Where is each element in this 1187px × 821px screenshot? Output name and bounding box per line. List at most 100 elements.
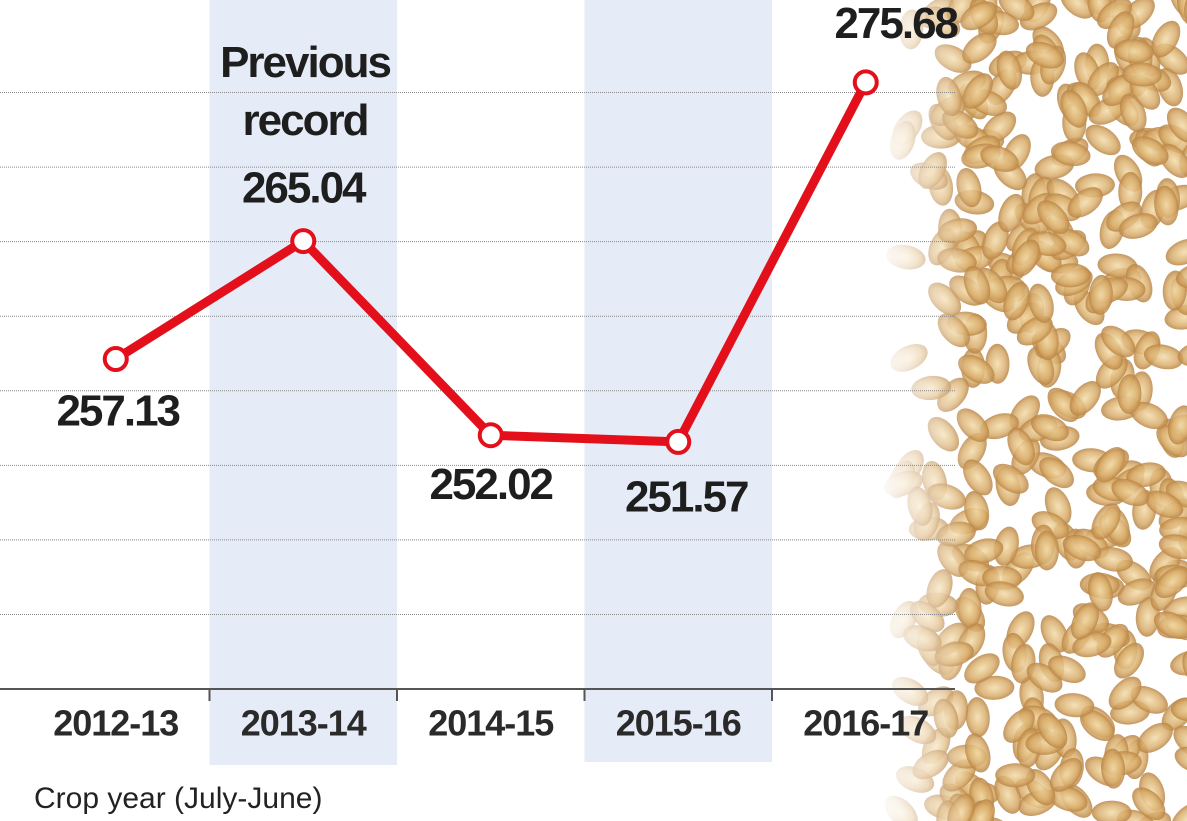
grain: [1047, 387, 1080, 423]
data-point: [852, 69, 879, 96]
grain: [1170, 650, 1187, 676]
grain: [963, 459, 993, 496]
grain: [1151, 20, 1181, 58]
grain: [1153, 611, 1187, 639]
grain: [1085, 124, 1121, 156]
data-point: [665, 428, 692, 455]
grain: [1164, 304, 1187, 330]
grain: [1168, 405, 1187, 445]
grain: [1030, 414, 1069, 442]
x-tick-label: 2016-17: [803, 703, 928, 744]
grain: [992, 463, 1029, 494]
grain: [996, 50, 1023, 90]
grain: [1070, 602, 1100, 640]
grain: [1060, 89, 1088, 128]
grain: [1175, 263, 1187, 289]
grain: [1091, 800, 1132, 821]
grain: [964, 538, 1004, 564]
grain: [1154, 566, 1187, 599]
grain: [1050, 141, 1091, 167]
grain: [1060, 0, 1095, 19]
grain: [1137, 722, 1173, 753]
x-tick-label: 2014-15: [428, 703, 554, 744]
grain: [1011, 239, 1040, 277]
x-tick-label: 2012-13: [53, 703, 178, 744]
grain: [1177, 0, 1187, 27]
grain: [982, 221, 1009, 260]
grain: [964, 490, 990, 531]
wheat-image: [880, 0, 1187, 821]
grain: [995, 763, 1036, 788]
grain: [1166, 107, 1187, 143]
grain: [1132, 787, 1166, 821]
highlight-band: [584, 0, 772, 762]
grain: [1034, 530, 1059, 571]
value-label: 265.04: [242, 164, 367, 213]
grain: [1158, 534, 1187, 560]
grain: [1118, 213, 1158, 239]
grain: [998, 0, 1035, 21]
grain: [1050, 263, 1091, 288]
grain: [1114, 642, 1144, 679]
grain: [984, 581, 1024, 607]
grain: [1117, 374, 1142, 415]
grain: [1145, 490, 1184, 519]
grain: [993, 526, 1019, 566]
grain: [1079, 709, 1115, 742]
grain: [1007, 427, 1035, 466]
grain: [1054, 693, 1095, 718]
grain: [1087, 572, 1113, 612]
grain: [1111, 478, 1150, 507]
value-label: 257.13: [56, 387, 179, 436]
grain: [1118, 171, 1143, 212]
x-axis-title: Crop year (July-June): [34, 782, 322, 815]
grain: [1062, 534, 1102, 562]
grain: [1100, 325, 1136, 358]
grain: [1101, 748, 1126, 789]
grain: [1037, 200, 1070, 235]
grain: [1049, 758, 1083, 792]
grain: [963, 265, 991, 305]
grain: [1165, 238, 1187, 266]
grain: [1048, 785, 1088, 812]
x-tick-label: 2015-16: [616, 703, 741, 744]
grain: [1016, 315, 1053, 346]
data-point: [290, 228, 317, 255]
highlight-band: [209, 0, 397, 765]
value-label: 275.68: [834, 0, 958, 48]
grain: [1130, 685, 1168, 714]
grain: [962, 73, 993, 109]
fade: [880, 0, 970, 821]
grain: [1113, 39, 1154, 64]
grain: [964, 733, 991, 773]
data-point: [102, 346, 129, 373]
annotation: Previous record: [220, 38, 392, 145]
grain: [1126, 462, 1166, 488]
data-point: [477, 422, 504, 449]
grain: [980, 145, 1019, 172]
grain: [1170, 803, 1187, 821]
grain: [974, 675, 1015, 700]
grain: [1108, 676, 1142, 710]
grain: [965, 697, 990, 738]
grain: [1003, 281, 1030, 321]
grain: [1028, 283, 1054, 323]
grain: [1122, 62, 1162, 87]
grain: [1143, 344, 1184, 370]
grain: [1170, 697, 1187, 722]
grain: [1154, 185, 1179, 226]
x-tick-label: 2013-14: [241, 703, 367, 744]
grain: [1093, 547, 1133, 572]
grain: [962, 32, 997, 64]
grain: [982, 111, 1017, 144]
grain: [1131, 136, 1169, 166]
grain: [1174, 746, 1187, 774]
grain: [1039, 457, 1074, 489]
grain: [1117, 578, 1156, 606]
grain: [1067, 187, 1103, 218]
grain: [1069, 381, 1101, 416]
grain: [1088, 274, 1113, 315]
value-label: 251.57: [625, 473, 748, 522]
